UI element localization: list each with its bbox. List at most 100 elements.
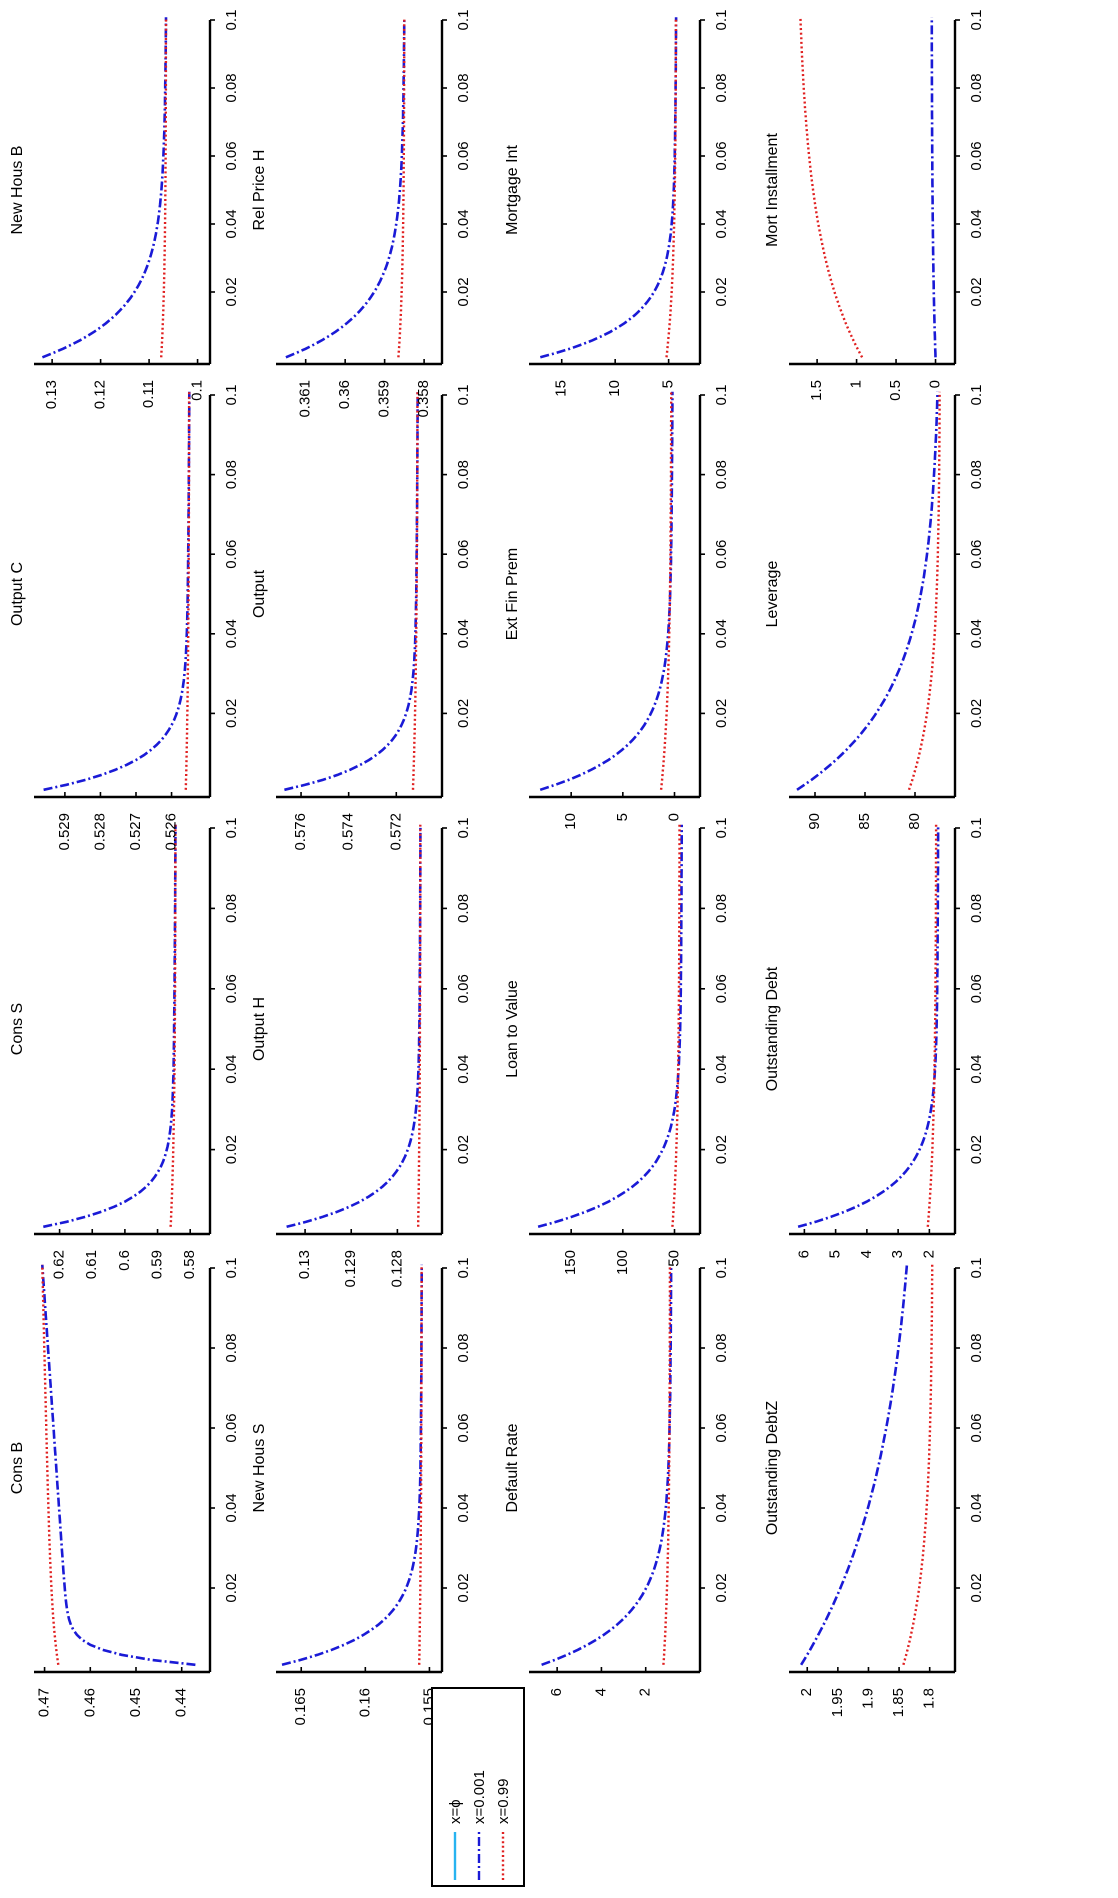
panel-11: 0.02 0.04 0.06 0.08 0.1 0 5 10 Ext Fin Prem — [504, 385, 730, 830]
panel-title: Default Rate — [504, 1423, 521, 1512]
panel-title: Outstanding Debt — [764, 966, 781, 1091]
series-line-x0.001 — [799, 1264, 909, 1666]
panel-8: 0.02 0.04 0.06 0.08 0.1 2 3 4 5 6 Outstanding Debt — [764, 818, 985, 1259]
x-tick-label: 0.08 — [455, 894, 472, 923]
y-tick-label: 85 — [856, 813, 873, 830]
x-tick-label: 0.02 — [223, 1573, 240, 1602]
series-line-x0.001 — [41, 17, 168, 359]
series-line-x0.99 — [659, 391, 673, 790]
y-tick-label: 80 — [906, 813, 923, 830]
legend-label: x=0.99 — [495, 1779, 512, 1824]
x-tick-label: 0.1 — [223, 818, 240, 839]
y-tick-label: 3 — [889, 1250, 906, 1258]
panel-title: Output C — [9, 562, 26, 626]
panel-9: 0.02 0.04 0.06 0.08 0.1 0.526 0.527 0.528 0.529 O… — [9, 385, 240, 851]
x-tick-label: 0.08 — [223, 460, 240, 489]
y-tick-label: 0.36 — [336, 380, 353, 409]
series-line-x0.99 — [671, 824, 681, 1227]
x-tick-label: 0.1 — [713, 10, 730, 31]
x-tick-label: 0.08 — [455, 73, 472, 102]
series-line-x0.001 — [539, 391, 674, 792]
x-tick-label: 0.02 — [223, 699, 240, 728]
x-tick-label: 0.1 — [968, 385, 985, 406]
y-tick-label: 0.45 — [127, 1688, 144, 1717]
x-tick-label: 0.02 — [713, 699, 730, 728]
y-tick-label: 0.11 — [140, 380, 157, 408]
x-tick-label: 0.04 — [223, 209, 240, 238]
y-tick-label: 0.47 — [36, 1688, 53, 1717]
y-tick-label: 0.129 — [342, 1250, 359, 1288]
x-tick-label: 0.08 — [223, 894, 240, 923]
panel-5: 0.02 0.04 0.06 0.08 0.1 0.58 0.59 0.6 0.61 0.62 Co… — [9, 818, 240, 1280]
y-tick-label: 0.6 — [116, 1250, 133, 1271]
y-tick-label: 0.59 — [149, 1250, 166, 1279]
x-tick-label: 0.1 — [455, 10, 472, 31]
x-tick-label: 0.04 — [713, 209, 730, 238]
series-line-x0.001 — [284, 391, 420, 792]
y-tick-label: 0.16 — [356, 1688, 373, 1717]
x-tick-label: 0.08 — [455, 460, 472, 489]
y-tick-label: 100 — [614, 1250, 631, 1275]
panel-title: Loan to Value — [504, 980, 521, 1078]
y-tick-label: 0.529 — [56, 813, 73, 851]
series-line-x0.99 — [799, 17, 864, 358]
series-line-x0.001 — [286, 824, 422, 1229]
x-tick-label: 0.06 — [713, 974, 730, 1003]
y-tick-label: 0.572 — [387, 813, 404, 851]
series-line-x0.001 — [930, 17, 937, 358]
x-tick-label: 0.06 — [713, 141, 730, 170]
y-tick-label: 2 — [637, 1688, 654, 1696]
x-tick-label: 0.02 — [455, 277, 472, 306]
x-tick-label: 0.04 — [455, 209, 472, 238]
x-tick-label: 0.06 — [223, 141, 240, 170]
x-tick-label: 0.06 — [455, 141, 472, 170]
y-tick-label: 1.95 — [829, 1688, 846, 1717]
y-tick-label: 0 — [926, 380, 943, 388]
x-tick-label: 0.04 — [713, 619, 730, 648]
x-tick-label: 0.04 — [223, 619, 240, 648]
series-line-x0.001 — [41, 1264, 196, 1667]
series-line-x0.001 — [541, 1264, 673, 1667]
x-tick-label: 0.02 — [968, 277, 985, 306]
y-tick-label: 6 — [795, 1250, 812, 1258]
y-tick-label: 5 — [827, 1250, 844, 1258]
panel-title: New Hous B — [9, 146, 26, 235]
x-tick-label: 0.08 — [968, 460, 985, 489]
y-tick-label: 15 — [553, 380, 570, 397]
y-tick-label: 1.9 — [859, 1688, 876, 1709]
x-tick-label: 0.06 — [455, 540, 472, 569]
y-tick-label: 0.12 — [92, 380, 109, 409]
y-tick-label: 1 — [848, 380, 865, 388]
series-line-x0.001 — [796, 391, 939, 791]
x-tick-label: 0.1 — [968, 1258, 985, 1279]
y-tick-label: 90 — [806, 813, 823, 830]
y-tick-label: 4 — [592, 1688, 609, 1696]
y-tick-label: 0.58 — [181, 1250, 198, 1279]
x-tick-label: 0.1 — [968, 10, 985, 31]
series-line-x0.001 — [539, 17, 678, 359]
x-tick-label: 0.08 — [223, 73, 240, 102]
y-tick-label: 6 — [548, 1688, 565, 1696]
panel-title: Mortgage Int — [504, 145, 521, 235]
x-tick-label: 0.04 — [713, 1493, 730, 1522]
y-tick-label: 0.44 — [173, 1688, 190, 1717]
legend-box — [431, 1687, 525, 1887]
legend-label: x=0.001 — [471, 1770, 488, 1824]
x-tick-label: 0.06 — [968, 1413, 985, 1442]
y-tick-label: 0.528 — [91, 813, 108, 851]
panel-13: 0.02 0.04 0.06 0.08 0.1 0.1 0.11 0.12 0.13 New Ho… — [9, 10, 240, 410]
x-tick-label: 0.06 — [455, 1413, 472, 1442]
series-line-x0.99 — [160, 17, 168, 358]
x-tick-label: 0.08 — [968, 894, 985, 923]
y-tick-label: 0.5 — [887, 380, 904, 401]
panel-title: Outstanding DebtZ — [764, 1401, 781, 1536]
x-tick-label: 0.06 — [968, 141, 985, 170]
x-tick-label: 0.06 — [713, 540, 730, 569]
y-tick-label: 1.5 — [808, 380, 825, 401]
x-tick-label: 0.04 — [968, 209, 985, 238]
x-tick-label: 0.1 — [713, 818, 730, 839]
panel-10: 0.02 0.04 0.06 0.08 0.1 0.572 0.574 0.576 Output — [251, 385, 472, 851]
y-tick-label: 0.1 — [189, 380, 206, 401]
y-tick-label: 0.61 — [83, 1250, 100, 1279]
